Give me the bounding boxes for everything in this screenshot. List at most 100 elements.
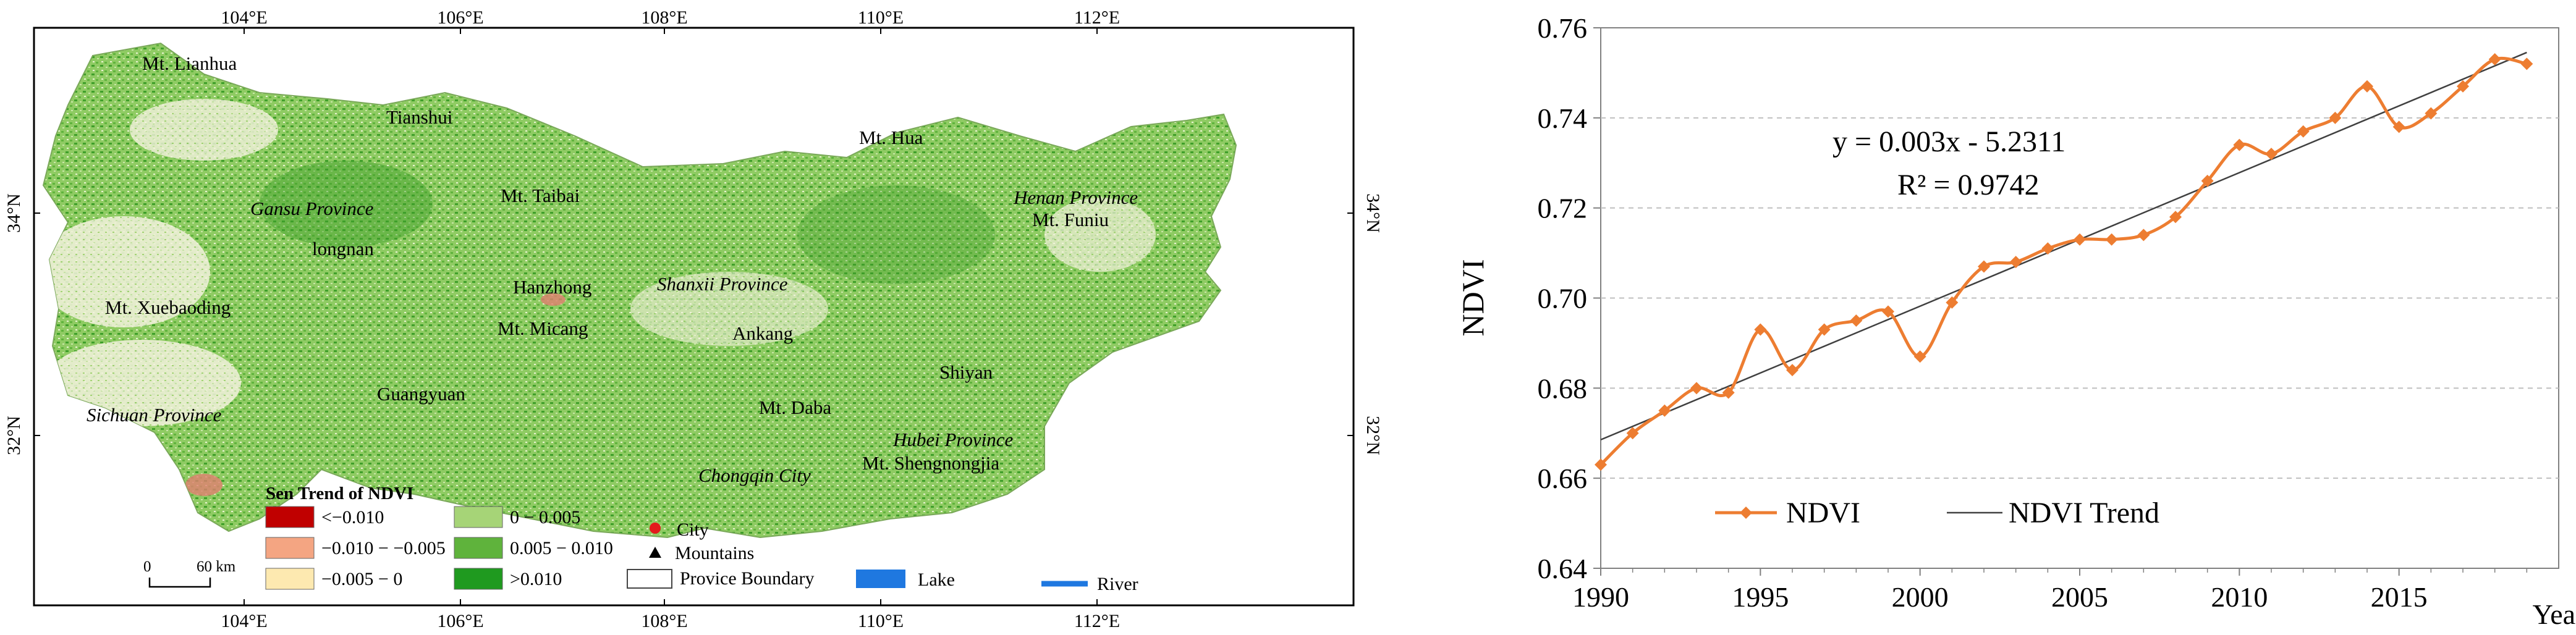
ndvi-point bbox=[2009, 256, 2022, 269]
y-tick-label: 0.76 bbox=[1538, 12, 1588, 44]
place-label: Mt. Xuebaoding bbox=[105, 296, 231, 318]
red-patch bbox=[541, 293, 566, 306]
place-label: Guangyuan bbox=[377, 383, 465, 405]
place-label: Shiyan bbox=[939, 361, 993, 383]
ndvi-point bbox=[1722, 386, 1735, 399]
y-axis-label: NDVI bbox=[1455, 259, 1490, 337]
legend-swatch bbox=[454, 506, 503, 528]
ndvi-point bbox=[2169, 211, 2182, 224]
ndvi-point bbox=[2457, 80, 2469, 93]
y-tick-label: 0.64 bbox=[1538, 553, 1588, 584]
scale-zero: 0 bbox=[143, 558, 151, 575]
ndvi-point bbox=[2425, 107, 2438, 120]
lat-tick-label-left: 34°N bbox=[4, 193, 24, 233]
ndvi-point bbox=[1754, 323, 1767, 336]
legend-swatch bbox=[265, 568, 315, 590]
ndvi-point bbox=[1658, 404, 1671, 417]
legend-mountains: Mountains bbox=[675, 543, 754, 563]
lat-tick-label-right: 34°N bbox=[1363, 193, 1383, 233]
ndvi-point bbox=[1913, 350, 1926, 363]
ndvi-point bbox=[2392, 120, 2405, 133]
latitude-ticks-left: 34°N 32°N bbox=[4, 193, 40, 455]
place-label: Mt. Micang bbox=[498, 318, 588, 339]
lon-tick-label-top: 110°E bbox=[858, 7, 904, 28]
y-tick-label: 0.66 bbox=[1538, 463, 1588, 494]
place-label: Hanzhong bbox=[513, 276, 591, 298]
legend-title: Sen Trend of NDVI bbox=[266, 484, 413, 503]
dry-patch-center bbox=[630, 272, 828, 346]
x-tick-label: 2000 bbox=[1892, 581, 1949, 613]
scale-bar-line bbox=[148, 578, 211, 588]
lon-tick-label-bottom: 106°E bbox=[437, 611, 483, 631]
lat-tick-label-right: 32°N bbox=[1363, 416, 1383, 455]
lon-tick-label-top: 106°E bbox=[437, 7, 483, 28]
y-tick-label: 0.72 bbox=[1538, 193, 1588, 224]
lon-tick-label-bottom: 104°E bbox=[221, 611, 267, 631]
lon-tick-label-top: 112°E bbox=[1074, 7, 1120, 28]
trend-r-squared: R² = 0.9742 bbox=[1897, 169, 2039, 201]
legend-swatch bbox=[265, 506, 315, 528]
place-label: Hubei Province bbox=[892, 429, 1013, 450]
study-region bbox=[42, 42, 1237, 539]
boundary-symbol bbox=[627, 569, 672, 589]
legend-swatch bbox=[454, 537, 503, 559]
x-axis-ticks: 1990 1995 2000 2005 2010 2015 bbox=[1572, 568, 2528, 613]
place-label: Chongqin City bbox=[698, 465, 811, 486]
lon-tick-label-bottom: 108°E bbox=[641, 611, 687, 631]
scale-bar: 0 60 km bbox=[143, 558, 236, 588]
ndvi-point bbox=[2361, 80, 2373, 93]
lon-tick-label-top: 108°E bbox=[641, 7, 687, 28]
place-label: Gansu Province bbox=[250, 198, 374, 219]
place-label: Mt. Hua bbox=[859, 127, 923, 148]
place-label: Ankang bbox=[732, 322, 793, 344]
lon-tick-label-bottom: 112°E bbox=[1074, 611, 1120, 631]
legend-ndvi-marker bbox=[1740, 507, 1752, 519]
ndvi-time-series-chart: 0.64 0.66 0.68 0.70 0.72 0.74 0.76 1990 1995 200… bbox=[1455, 12, 2576, 630]
lat-tick-label-left: 32°N bbox=[4, 416, 24, 455]
map-legend: Sen Trend of NDVI <−0.010 −0.010 − −0.005… bbox=[265, 484, 1138, 594]
legend-trend: NDVI Trend bbox=[2009, 497, 2159, 529]
ndvi-point bbox=[2201, 174, 2214, 187]
trend-equation: y = 0.003x - 5.2311 bbox=[1832, 125, 2065, 158]
ndvi-point bbox=[2297, 125, 2310, 138]
ndvi-point bbox=[1978, 260, 1990, 273]
x-tick-label: 2010 bbox=[2211, 581, 2268, 613]
ndvi-point bbox=[1882, 305, 1894, 318]
latitude-ticks-right: 34°N 32°N bbox=[1347, 193, 1383, 455]
longitude-ticks-top: 104°E 106°E 108°E 110°E 112°E bbox=[221, 7, 1120, 34]
legend-ndvi: NDVI bbox=[1786, 497, 1860, 529]
x-tick-label: 1995 bbox=[1732, 581, 1789, 613]
legend-class-label: >0.010 bbox=[510, 569, 562, 589]
legend-swatch bbox=[454, 568, 503, 590]
ndvi-point bbox=[2074, 233, 2086, 246]
place-label: Henan Province bbox=[1013, 187, 1138, 208]
lon-tick-label-top: 104°E bbox=[221, 7, 267, 28]
y-tick-label: 0.68 bbox=[1538, 372, 1588, 404]
legend-class-label: <−0.010 bbox=[321, 507, 384, 528]
ndvi-point bbox=[2041, 242, 2054, 255]
lake-symbol bbox=[856, 570, 905, 588]
y-axis-ticks: 0.64 0.66 0.68 0.70 0.72 0.74 0.76 bbox=[1538, 12, 1601, 584]
legend-river: River bbox=[1097, 574, 1138, 594]
chart-legend: NDVI NDVI Trend bbox=[1715, 497, 2159, 529]
dry-patch-north bbox=[130, 99, 278, 161]
place-label: Shanxii Province bbox=[657, 273, 788, 295]
x-tick-label: 1990 bbox=[1572, 581, 1629, 613]
y-tick-label: 0.74 bbox=[1538, 103, 1588, 134]
dry-patch-east bbox=[1044, 198, 1156, 272]
city-symbol bbox=[650, 523, 661, 534]
mountain-symbol bbox=[649, 547, 661, 558]
legend-class-label: 0 − 0.005 bbox=[510, 507, 580, 528]
legend-class-label: −0.010 − −0.005 bbox=[321, 538, 446, 558]
x-tick-label: 2015 bbox=[2371, 581, 2428, 613]
ndvi-point bbox=[1626, 427, 1639, 440]
trend-line bbox=[1600, 51, 2527, 441]
legend-city: City bbox=[677, 519, 709, 540]
dry-patch-west bbox=[43, 216, 210, 327]
y-gridlines bbox=[1601, 117, 2559, 479]
scale-length: 60 km bbox=[197, 558, 236, 575]
place-label: Mt. Daba bbox=[759, 397, 831, 418]
red-patch bbox=[185, 474, 222, 496]
legend-swatch bbox=[265, 537, 315, 559]
